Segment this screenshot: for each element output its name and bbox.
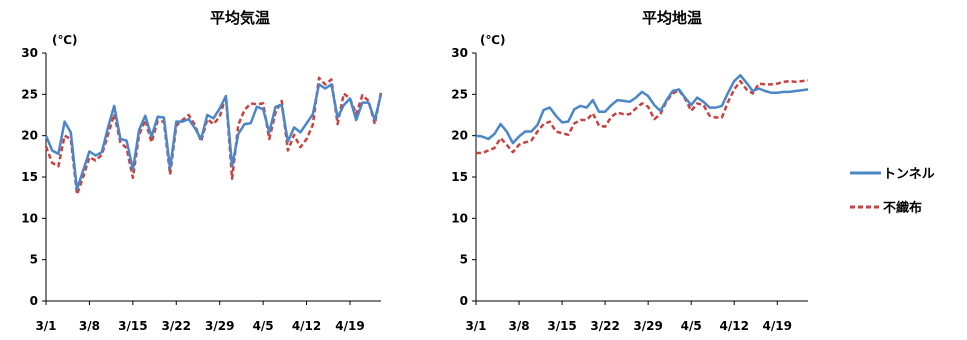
- legend: トンネル 不織布: [850, 167, 935, 216]
- y-tick-label: 15: [451, 170, 468, 184]
- y-tick-label: 0: [30, 294, 38, 308]
- legend-label-nonwoven: 不織布: [883, 200, 922, 216]
- x-tick-label: 4/12: [292, 319, 321, 333]
- x-tick-label: 3/8: [79, 319, 100, 333]
- x-tick-label: 3/1: [465, 319, 486, 333]
- x-tick-label: 4/19: [335, 319, 364, 333]
- plot-area: 0 5 10 15 20 25 30 3/1 3/8 3/15 3/22 3/29 4/5 4/12 4/1…: [451, 46, 809, 333]
- series-line-tunnel: [44, 83, 383, 191]
- y-tick-label: 25: [21, 87, 38, 101]
- x-tick-label: 4/5: [681, 319, 702, 333]
- y-tick-label: 30: [451, 46, 468, 60]
- y-tick-label: 10: [451, 211, 468, 225]
- legend-label-tunnel: トンネル: [883, 167, 935, 182]
- y-tick-label: 5: [460, 253, 468, 267]
- x-tick-label: 3/29: [205, 319, 234, 333]
- y-tick-label: 20: [451, 129, 468, 143]
- x-tick-label: 3/22: [590, 319, 619, 333]
- x-tick-label: 3/8: [508, 319, 529, 333]
- soil-temp-chart: 平均地温 (℃) 0 5 10 15 20 25 30 3/1 3/8 3/15 3/22 3/29 4…: [451, 9, 809, 333]
- y-unit-label: (℃): [52, 33, 78, 47]
- y-tick-label: 25: [451, 87, 468, 101]
- series-line-nonwoven: [44, 76, 383, 196]
- y-tick-label: 30: [21, 46, 38, 60]
- y-unit-label: (℃): [480, 33, 506, 47]
- y-tick-label: 15: [21, 170, 38, 184]
- chart-title: 平均気温: [210, 9, 270, 27]
- x-tick-label: 4/12: [720, 319, 749, 333]
- x-tick-label: 3/22: [162, 319, 191, 333]
- plot-area: 0 5 10 15 20 25 30 3/1 3/8 3/15 3/22 3/29 4/5 4/12 4/1…: [21, 46, 383, 333]
- y-tick-label: 10: [21, 211, 38, 225]
- series-line-nonwoven: [476, 79, 809, 155]
- y-tick-label: 20: [21, 129, 38, 143]
- x-tick-label: 4/19: [763, 319, 792, 333]
- x-tick-label: 3/29: [633, 319, 662, 333]
- x-tick-label: 4/5: [253, 319, 274, 333]
- y-tick-label: 5: [30, 253, 38, 267]
- series-line-tunnel: [475, 74, 809, 145]
- chart-title: 平均地温: [642, 9, 702, 27]
- x-tick-label: 3/1: [35, 319, 56, 333]
- x-tick-label: 3/15: [547, 319, 576, 333]
- x-tick-label: 3/15: [118, 319, 147, 333]
- y-tick-label: 0: [460, 294, 468, 308]
- air-temp-chart: 平均気温 (℃) 0 5 10 15 20 25 30 3/1 3/8 3/15 3/22 3/29 4…: [21, 9, 383, 333]
